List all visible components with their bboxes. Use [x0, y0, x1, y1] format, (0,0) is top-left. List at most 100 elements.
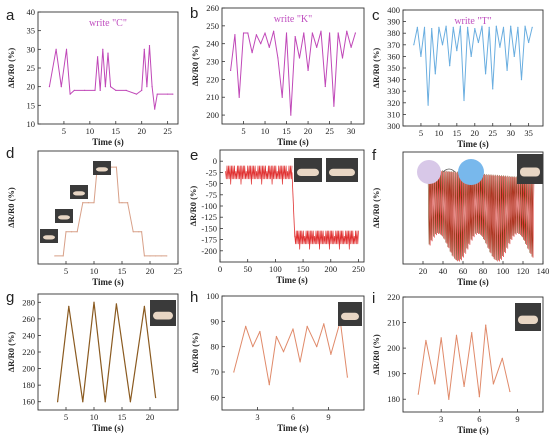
y-tick-label: 230: [206, 57, 219, 67]
panel-label: a: [6, 7, 15, 24]
x-tick-label: 80: [479, 266, 488, 276]
data-point: [509, 390, 511, 393]
inset-photo: [517, 154, 543, 184]
y-tick-label: 240: [206, 39, 219, 49]
data-point: [93, 301, 95, 303]
data-point: [167, 93, 169, 95]
data-point: [431, 27, 433, 30]
y-tick-label: 70: [211, 367, 220, 377]
data-point: [245, 325, 247, 327]
x-tick-label: 10: [86, 126, 95, 136]
panel-label: b: [190, 5, 198, 22]
panel-g: g 5 10 15 20 160 180 200 220 240 260 280 Time (s) ΔR/…: [6, 289, 179, 433]
data-point: [94, 89, 96, 91]
x-tick-label: 60: [459, 266, 468, 276]
x-tick-label: 200: [324, 264, 337, 274]
data-point: [107, 52, 109, 54]
y-tick-label: 310: [387, 109, 400, 119]
x-tick-label: 6: [477, 414, 481, 424]
y-tick-label: -175: [201, 235, 217, 245]
data-point: [172, 93, 174, 95]
y-axis-label: ΔR/R0 (%): [6, 332, 16, 373]
plot-frame: [402, 151, 544, 265]
y-tick-label: 160: [22, 397, 35, 407]
data-point: [138, 231, 140, 233]
data-point: [143, 255, 145, 257]
plot-area: [413, 25, 533, 106]
y-axis-label: ΔR/R0 (%): [188, 186, 198, 227]
data-point: [115, 166, 117, 168]
panel-label: e: [190, 147, 198, 164]
data-point: [485, 324, 487, 326]
y-tick-label: 220: [387, 292, 400, 302]
data-point: [350, 46, 352, 48]
data-point: [417, 393, 419, 395]
y-tick-label: 25: [27, 63, 36, 73]
y-axis-label: ΔR/R0 (%): [371, 48, 381, 89]
data-point: [420, 55, 422, 58]
inset-photo: [338, 302, 362, 326]
panel-i: i 3 6 9 180 190 200 210 220 Time (s) ΔR/R0 (%): [371, 290, 544, 435]
data-point: [55, 48, 57, 50]
data-point: [520, 79, 523, 81]
y-tick-label: 220: [206, 74, 219, 84]
data-point: [282, 351, 285, 353]
data-point: [146, 86, 148, 88]
data-point: [316, 46, 318, 48]
plot-area: [57, 301, 157, 403]
y-tick-label: 340: [387, 75, 400, 85]
data-point: [82, 401, 84, 403]
x-tick-label: 15: [118, 266, 127, 276]
x-tick-label: 20: [304, 126, 313, 136]
y-tick-label: 200: [206, 110, 219, 120]
y-tick-label: 380: [387, 28, 400, 38]
y-tick-label: -200: [201, 246, 217, 256]
data-point: [135, 93, 138, 95]
x-axis-label: Time (s): [92, 277, 124, 287]
data-point: [463, 385, 465, 388]
data-point: [230, 69, 232, 72]
series-line: [417, 324, 511, 400]
data-point: [303, 32, 305, 34]
data-point: [132, 231, 134, 233]
x-tick-label: 20: [471, 128, 480, 138]
data-point: [125, 89, 127, 91]
plot-area: [233, 320, 349, 386]
data-point: [416, 26, 418, 28]
step-connector: [291, 172, 296, 238]
panel-label: d: [6, 145, 14, 162]
data-point: [298, 57, 301, 59]
series-line-high: [225, 165, 293, 185]
x-tick-label: 25: [488, 128, 497, 138]
y-tick-label: 0: [213, 156, 217, 166]
data-point: [156, 93, 158, 95]
data-point: [247, 32, 249, 34]
x-tick-label: 10: [435, 128, 444, 138]
data-point: [143, 305, 145, 308]
panel-label: h: [190, 289, 198, 306]
y-tick-label: 360: [387, 51, 400, 61]
x-tick-label: 140: [537, 266, 550, 276]
x-tick-label: 20: [137, 126, 146, 136]
y-tick-label: 250: [206, 21, 219, 31]
y-tick-label: 240: [22, 330, 35, 340]
data-point: [478, 396, 480, 398]
y-tick-label: 190: [387, 369, 400, 379]
inset-photo: [150, 300, 176, 326]
data-point: [440, 337, 442, 339]
x-tick-label: 15: [282, 126, 291, 136]
data-point: [510, 25, 512, 27]
x-axis-label: Time (s): [457, 139, 489, 149]
data-point: [62, 255, 64, 257]
data-point: [255, 34, 258, 36]
panel-h: h 3 6 9 60 70 80 90 100 Time (s) ΔR/R0 (%): [190, 289, 365, 433]
panel-label: f: [372, 147, 377, 164]
data-point: [71, 231, 73, 233]
x-tick-label: 15: [453, 128, 462, 138]
data-point: [307, 69, 309, 72]
x-tick-label: 5: [62, 126, 66, 136]
x-tick-label: 30: [506, 128, 515, 138]
panel-label: i: [372, 290, 375, 307]
x-tick-label: 3: [439, 414, 443, 424]
